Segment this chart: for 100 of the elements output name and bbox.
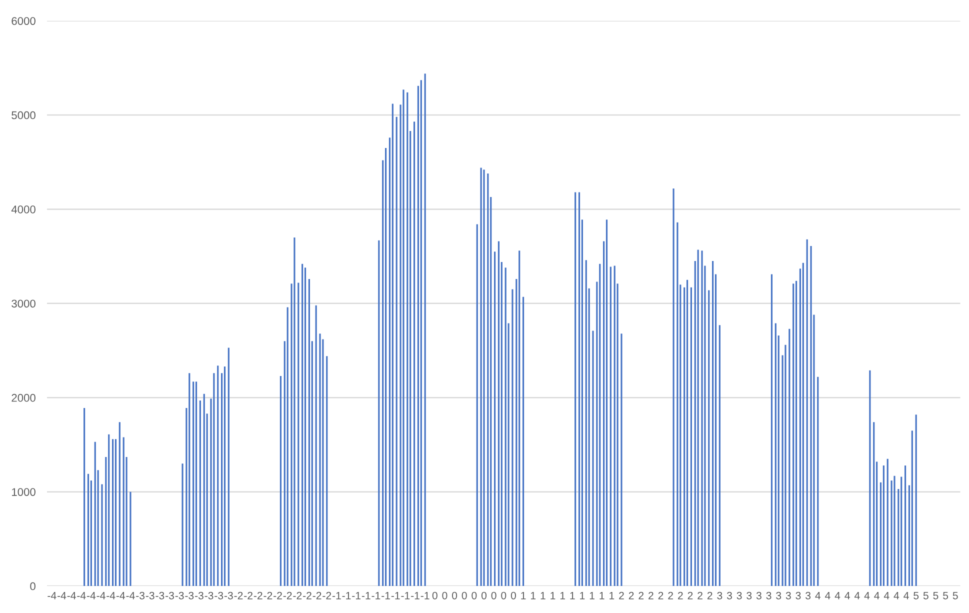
x-tick-label: -1 (382, 592, 390, 600)
x-tick-label: 2 (638, 592, 644, 600)
x-tick-label: -2 (274, 592, 282, 600)
x-tick-label: 3 (726, 592, 732, 600)
x-tick-label: 1 (540, 592, 546, 600)
x-tick-label: 4 (904, 592, 909, 600)
x-tick-label: -3 (146, 592, 154, 600)
x-tick-label: 1 (530, 592, 536, 600)
x-tick-label: 2 (688, 592, 693, 600)
x-tick-label: 0 (452, 592, 458, 600)
x-tick-label: -3 (175, 592, 184, 600)
x-tick-label: 2 (619, 592, 624, 600)
x-tick-label: -2 (312, 592, 322, 600)
x-tick-label: -4 (116, 592, 126, 600)
x-tick-label: 2 (648, 592, 654, 600)
x-tick-label: -4 (77, 592, 86, 600)
x-tick-label: 5 (933, 592, 938, 600)
x-tick-label: 4 (834, 592, 840, 600)
x-tick-label: -1 (401, 592, 410, 600)
x-tick-label: -4 (67, 592, 76, 600)
x-tick-label: -2 (322, 592, 332, 600)
x-tick-label: 4 (874, 592, 880, 600)
y-tick-label: 5000 (12, 111, 36, 120)
x-tick-label: 2 (668, 592, 673, 600)
x-tick-label: 5 (923, 592, 928, 600)
x-tick-label: -2 (303, 592, 312, 600)
y-tick-label: 6000 (12, 17, 36, 25)
x-tick-label: -2 (283, 592, 292, 600)
x-tick-label: 5 (914, 592, 919, 600)
x-tick-label: -4 (96, 592, 106, 600)
x-tick-label: 1 (560, 592, 565, 600)
x-tick-label: -2 (244, 592, 252, 600)
x-tick-label: -1 (411, 592, 420, 600)
y-tick-label: 3000 (12, 300, 36, 308)
x-tick-label: 2 (658, 592, 664, 600)
x-tick-label: 1 (521, 592, 526, 600)
x-tick-label: 0 (472, 592, 477, 600)
x-tick-label: -3 (194, 592, 204, 600)
x-tick-label: 4 (815, 592, 821, 600)
x-tick-label: -4 (48, 592, 56, 600)
x-tick-label: -2 (234, 592, 243, 600)
x-tick-label: 2 (698, 592, 702, 600)
x-tick-label: 0 (442, 592, 448, 600)
x-tick-label: -3 (156, 592, 164, 600)
x-tick-label: 0 (432, 592, 438, 600)
x-tick-label: 3 (796, 592, 801, 600)
y-tick-label: 2000 (12, 394, 36, 402)
x-tick-label: -4 (86, 592, 96, 600)
x-tick-label: 5 (952, 592, 958, 600)
y-tick-label: 0 (30, 582, 36, 590)
x-tick-label: 3 (806, 592, 811, 600)
x-tick-label: -2 (264, 592, 272, 600)
x-tick-label: 4 (864, 592, 870, 600)
x-tick-label: 4 (884, 592, 890, 600)
x-tick-label: -1 (342, 592, 351, 600)
x-tick-label: 4 (825, 592, 830, 600)
x-tick-label: 1 (610, 592, 614, 600)
x-tick-label: 1 (590, 592, 594, 600)
x-tick-label: 3 (756, 592, 762, 600)
x-tick-label: -4 (106, 592, 116, 600)
x-tick-label: 1 (580, 592, 585, 600)
x-tick-label: -2 (293, 592, 302, 600)
x-tick-label: -3 (224, 592, 233, 600)
x-tick-label: 1 (550, 592, 556, 600)
x-tick-label: 3 (786, 592, 791, 600)
x-tick-label: -1 (391, 592, 400, 600)
x-tick-label: 4 (894, 592, 900, 600)
x-tick-label: 0 (462, 592, 467, 600)
y-tick-label: 1000 (12, 488, 36, 496)
x-tick-label: -3 (185, 592, 194, 600)
x-tick-label: -3 (166, 592, 174, 600)
x-tick-label: -1 (362, 592, 370, 600)
x-tick-label: 4 (854, 592, 860, 600)
x-tick-label: 1 (600, 592, 604, 600)
x-tick-label: -1 (372, 592, 380, 600)
x-tick-label: 0 (481, 592, 487, 600)
x-tick-label: 2 (628, 592, 634, 600)
x-tick-label: -3 (204, 592, 214, 600)
x-tick-label: 0 (501, 592, 506, 600)
x-tick-label: 3 (766, 592, 772, 600)
x-tick-label: -1 (332, 592, 341, 600)
x-tick-label: 2 (707, 592, 712, 600)
x-tick-label: 1 (570, 592, 575, 600)
x-tick-label: 2 (678, 592, 683, 600)
x-tick-label: -2 (254, 592, 262, 600)
x-tick-label: -3 (214, 592, 224, 600)
y-tick-label: 4000 (11, 206, 36, 214)
x-tick-label: 4 (844, 592, 850, 600)
x-tick-label: 0 (510, 592, 516, 600)
x-tick-label: 3 (776, 592, 782, 600)
x-tick-label: -1 (352, 592, 361, 600)
x-tick-label: -3 (136, 592, 145, 600)
x-tick-label: -4 (58, 592, 66, 600)
x-tick-label: 3 (717, 592, 722, 600)
x-tick-label: 3 (746, 592, 752, 600)
x-tick-label: 5 (943, 592, 948, 600)
x-tick-label: 3 (736, 592, 742, 600)
x-tick-label: -1 (420, 592, 430, 600)
x-tick-label: 0 (491, 592, 496, 600)
x-tick-label: -4 (126, 592, 135, 600)
